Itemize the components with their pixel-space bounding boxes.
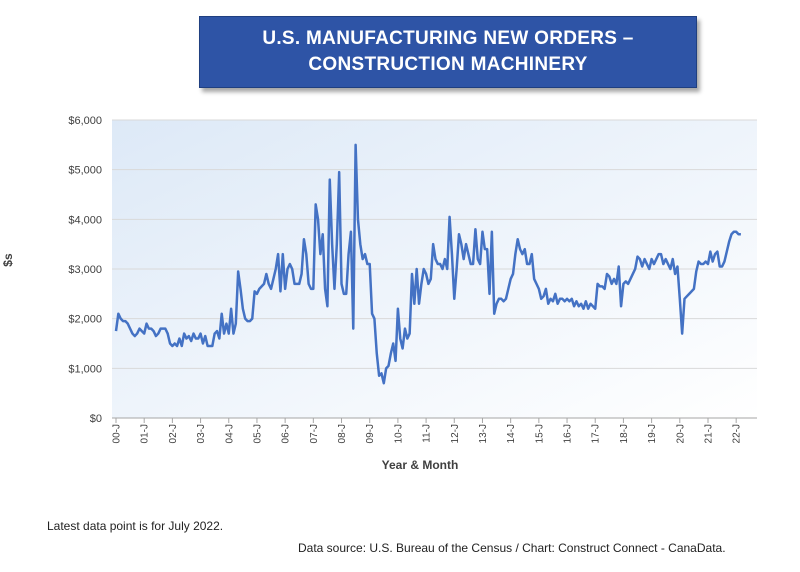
- chart-title-box: U.S. MANUFACTURING NEW ORDERS – CONSTRUC…: [199, 16, 697, 88]
- y-tick-label: $4,000: [68, 214, 102, 226]
- chart-title-line-1: U.S. MANUFACTURING NEW ORDERS –: [262, 28, 634, 49]
- x-tick-label: 21-J: [703, 424, 714, 443]
- x-tick-label: 02-J: [168, 424, 179, 443]
- x-tick-label: 17-J: [591, 424, 602, 443]
- x-tick-label: 14-J: [506, 424, 517, 443]
- x-tick-label: 10-J: [393, 424, 404, 443]
- y-tick-label: $3,000: [68, 264, 102, 276]
- x-tick-label: 05-J: [252, 424, 263, 443]
- x-tick-label: 22-J: [732, 424, 743, 443]
- x-tick-label: 03-J: [196, 424, 207, 443]
- x-axis-ticks: 00-J 01-J 02-J 03-J 04-J 05-J 06-J 07-J 08-J 09-J…: [112, 418, 743, 443]
- x-axis-label: Year & Month: [381, 458, 459, 472]
- x-tick-label: 12-J: [450, 424, 461, 443]
- x-tick-label: 01-J: [140, 424, 151, 443]
- y-tick-label: $0: [90, 413, 102, 425]
- x-tick-label: 00-J: [112, 424, 123, 443]
- y-tick-label: $1,000: [68, 363, 102, 375]
- y-tick-label: $5,000: [68, 165, 102, 177]
- y-axis-label: Millions of $s: [0, 230, 15, 289]
- x-tick-label: 20-J: [675, 424, 686, 443]
- y-tick-label: $6,000: [68, 115, 102, 127]
- x-tick-label: 15-J: [534, 424, 545, 443]
- x-tick-label: 16-J: [563, 424, 574, 443]
- x-tick-label: 13-J: [478, 424, 489, 443]
- x-tick-label: 07-J: [309, 424, 320, 443]
- x-tick-label: 09-J: [365, 424, 376, 443]
- x-tick-label: 18-J: [619, 424, 630, 443]
- gridlines: [112, 119, 757, 419]
- x-tick-label: 11-J: [422, 424, 433, 443]
- x-tick-label: 06-J: [281, 424, 292, 443]
- data-source: Data source: U.S. Bureau of the Census /…: [298, 541, 726, 555]
- latest-data-note: Latest data point is for July 2022.: [47, 519, 224, 533]
- x-tick-label: 19-J: [647, 424, 658, 443]
- y-axis-ticks: $0 $1,000 $2,000 $3,000 $4,000 $5,000 $6,000: [68, 115, 102, 425]
- x-tick-label: 04-J: [224, 424, 235, 443]
- x-tick-label: 08-J: [337, 424, 348, 443]
- series-line: [114, 143, 741, 385]
- chart-title-line-2: CONSTRUCTION MACHINERY: [308, 54, 588, 75]
- y-tick-label: $2,000: [68, 314, 102, 326]
